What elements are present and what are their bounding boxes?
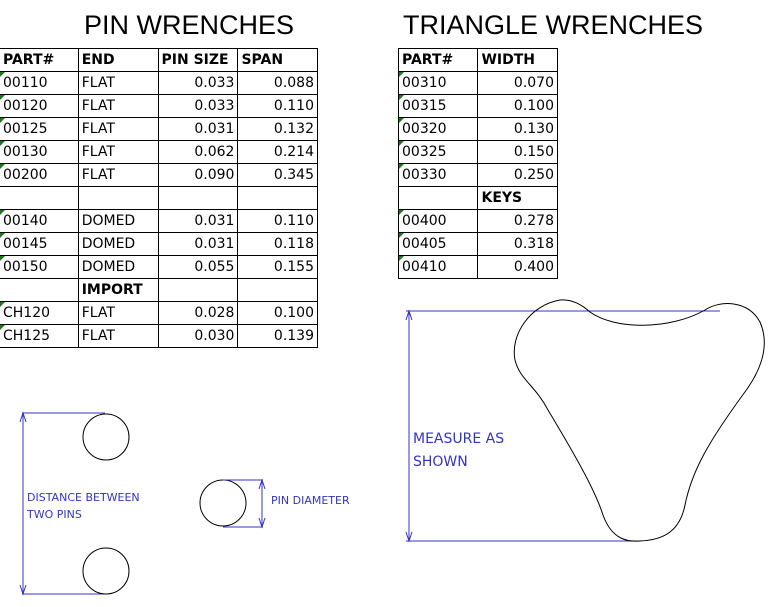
table-cell[interactable]: 0.250 [477, 163, 558, 187]
column-header: PART# [0, 48, 79, 72]
table-cell[interactable]: FLAT [77, 324, 159, 348]
pin-wrenches-table: PART# END PIN SIZE SPAN 00110 FLAT 0.033 0.088 0… [0, 48, 318, 348]
table-cell[interactable]: 0.150 [477, 140, 558, 164]
table-cell[interactable]: 0.110 [237, 209, 318, 233]
table-row: KEYS [397, 186, 558, 210]
pin-circle-diameter [199, 479, 247, 527]
triangle-wrenches-title: TRIANGLE WRENCHES [403, 10, 704, 40]
table-cell[interactable]: 0.033 [157, 94, 239, 118]
table-cell[interactable]: 0.088 [237, 71, 318, 95]
table-row: 00325 0.150 [397, 140, 558, 164]
table-cell[interactable]: KEYS [477, 186, 558, 210]
table-row: 00140 DOMED 0.031 0.110 [0, 209, 318, 233]
table-cell[interactable] [77, 186, 159, 210]
table-cell[interactable] [237, 278, 318, 302]
table-row: 00200 FLAT 0.090 0.345 [0, 163, 318, 187]
table-cell[interactable]: FLAT [77, 71, 159, 95]
measure-dimension [405, 309, 720, 543]
table-cell[interactable]: 0.278 [477, 209, 558, 233]
table-cell[interactable]: 0.155 [237, 255, 318, 279]
table-row: CH125 FLAT 0.030 0.139 [0, 324, 318, 348]
pin-circle-bottom [82, 547, 130, 595]
table-cell[interactable]: CH125 [0, 324, 79, 348]
table-row: 00130 FLAT 0.062 0.214 [0, 140, 318, 164]
table-row: 00125 FLAT 0.031 0.132 [0, 117, 318, 141]
table-row: 00405 0.318 [397, 232, 558, 256]
table-cell[interactable]: 00125 [0, 117, 79, 141]
table-cell[interactable]: 0.214 [237, 140, 318, 164]
table-row: 00145 DOMED 0.031 0.118 [0, 232, 318, 256]
table-row: 00110 FLAT 0.033 0.088 [0, 71, 318, 95]
table-row: 00120 FLAT 0.033 0.110 [0, 94, 318, 118]
table-cell[interactable]: 00130 [0, 140, 79, 164]
table-cell[interactable]: 0.400 [477, 255, 558, 279]
table-cell[interactable]: FLAT [77, 117, 159, 141]
pin-circle-top [82, 413, 130, 461]
table-cell[interactable]: 00140 [0, 209, 79, 233]
table-cell[interactable]: 00405 [397, 232, 479, 256]
table-row: 00400 0.278 [397, 209, 558, 233]
pin-diameter-label: PIN DIAMETER [271, 494, 350, 507]
distance-label: DISTANCE BETWEEN TWO PINS [27, 489, 140, 523]
table-cell[interactable]: 0.118 [237, 232, 318, 256]
table-row: CH120 FLAT 0.028 0.100 [0, 301, 318, 325]
table-cell[interactable]: 00200 [0, 163, 79, 187]
table-cell[interactable]: 0.139 [237, 324, 318, 348]
table-cell[interactable]: 0.030 [157, 324, 239, 348]
table-cell[interactable] [0, 278, 79, 302]
header-row: PART# END PIN SIZE SPAN [0, 48, 318, 72]
table-cell[interactable]: 0.100 [477, 94, 558, 118]
table-cell[interactable]: 0.033 [157, 71, 239, 95]
pin-diameter-dimension [223, 478, 266, 529]
table-cell[interactable]: 0.318 [477, 232, 558, 256]
table-cell[interactable]: 0.130 [477, 117, 558, 141]
table-row: 00150 DOMED 0.055 0.155 [0, 255, 318, 279]
table-cell[interactable]: 0.055 [157, 255, 239, 279]
table-cell[interactable]: 00410 [397, 255, 479, 279]
triangle-wrench-shape [513, 299, 765, 542]
table-cell[interactable]: 00320 [397, 117, 479, 141]
triangle-wrenches-table: PART# WIDTH 00310 0.070 00315 0.100 00320 0.130… [397, 48, 558, 279]
table-row [0, 186, 318, 210]
table-cell[interactable]: 00145 [0, 232, 79, 256]
table-cell[interactable]: DOMED [77, 232, 159, 256]
column-header: PIN SIZE [157, 48, 239, 72]
measure-label-line2: SHOWN [413, 454, 468, 470]
table-cell[interactable]: 0.110 [237, 94, 318, 118]
table-cell[interactable]: FLAT [77, 301, 159, 325]
table-cell[interactable] [397, 186, 479, 210]
distance-diagram [19, 411, 105, 596]
measure-label: MEASURE AS SHOWN [413, 428, 504, 474]
table-row: 00315 0.100 [397, 94, 558, 118]
table-cell[interactable]: 0.100 [237, 301, 318, 325]
table-cell[interactable]: 0.028 [157, 301, 239, 325]
table-row: 00320 0.130 [397, 117, 558, 141]
table-cell[interactable]: 00150 [0, 255, 79, 279]
table-row: 00330 0.250 [397, 163, 558, 187]
distance-label-line1: DISTANCE BETWEEN [27, 491, 140, 504]
table-cell[interactable]: FLAT [77, 140, 159, 164]
table-cell[interactable]: 00120 [0, 94, 79, 118]
measure-label-line1: MEASURE AS [413, 431, 505, 447]
table-cell[interactable]: 0.062 [157, 140, 239, 164]
table-cell[interactable]: 0.031 [157, 232, 239, 256]
distance-label-line2: TWO PINS [27, 508, 82, 521]
table-cell[interactable] [157, 186, 239, 210]
table-cell[interactable]: CH120 [0, 301, 79, 325]
pin-wrenches-title: PIN WRENCHES [84, 10, 295, 40]
table-cell[interactable]: 00315 [397, 94, 479, 118]
table-cell[interactable]: 00325 [397, 140, 479, 164]
table-row: 00410 0.400 [397, 255, 558, 279]
table-cell[interactable]: 0.345 [237, 163, 318, 187]
column-header: WIDTH [477, 48, 558, 72]
table-cell[interactable]: 0.070 [477, 71, 558, 95]
